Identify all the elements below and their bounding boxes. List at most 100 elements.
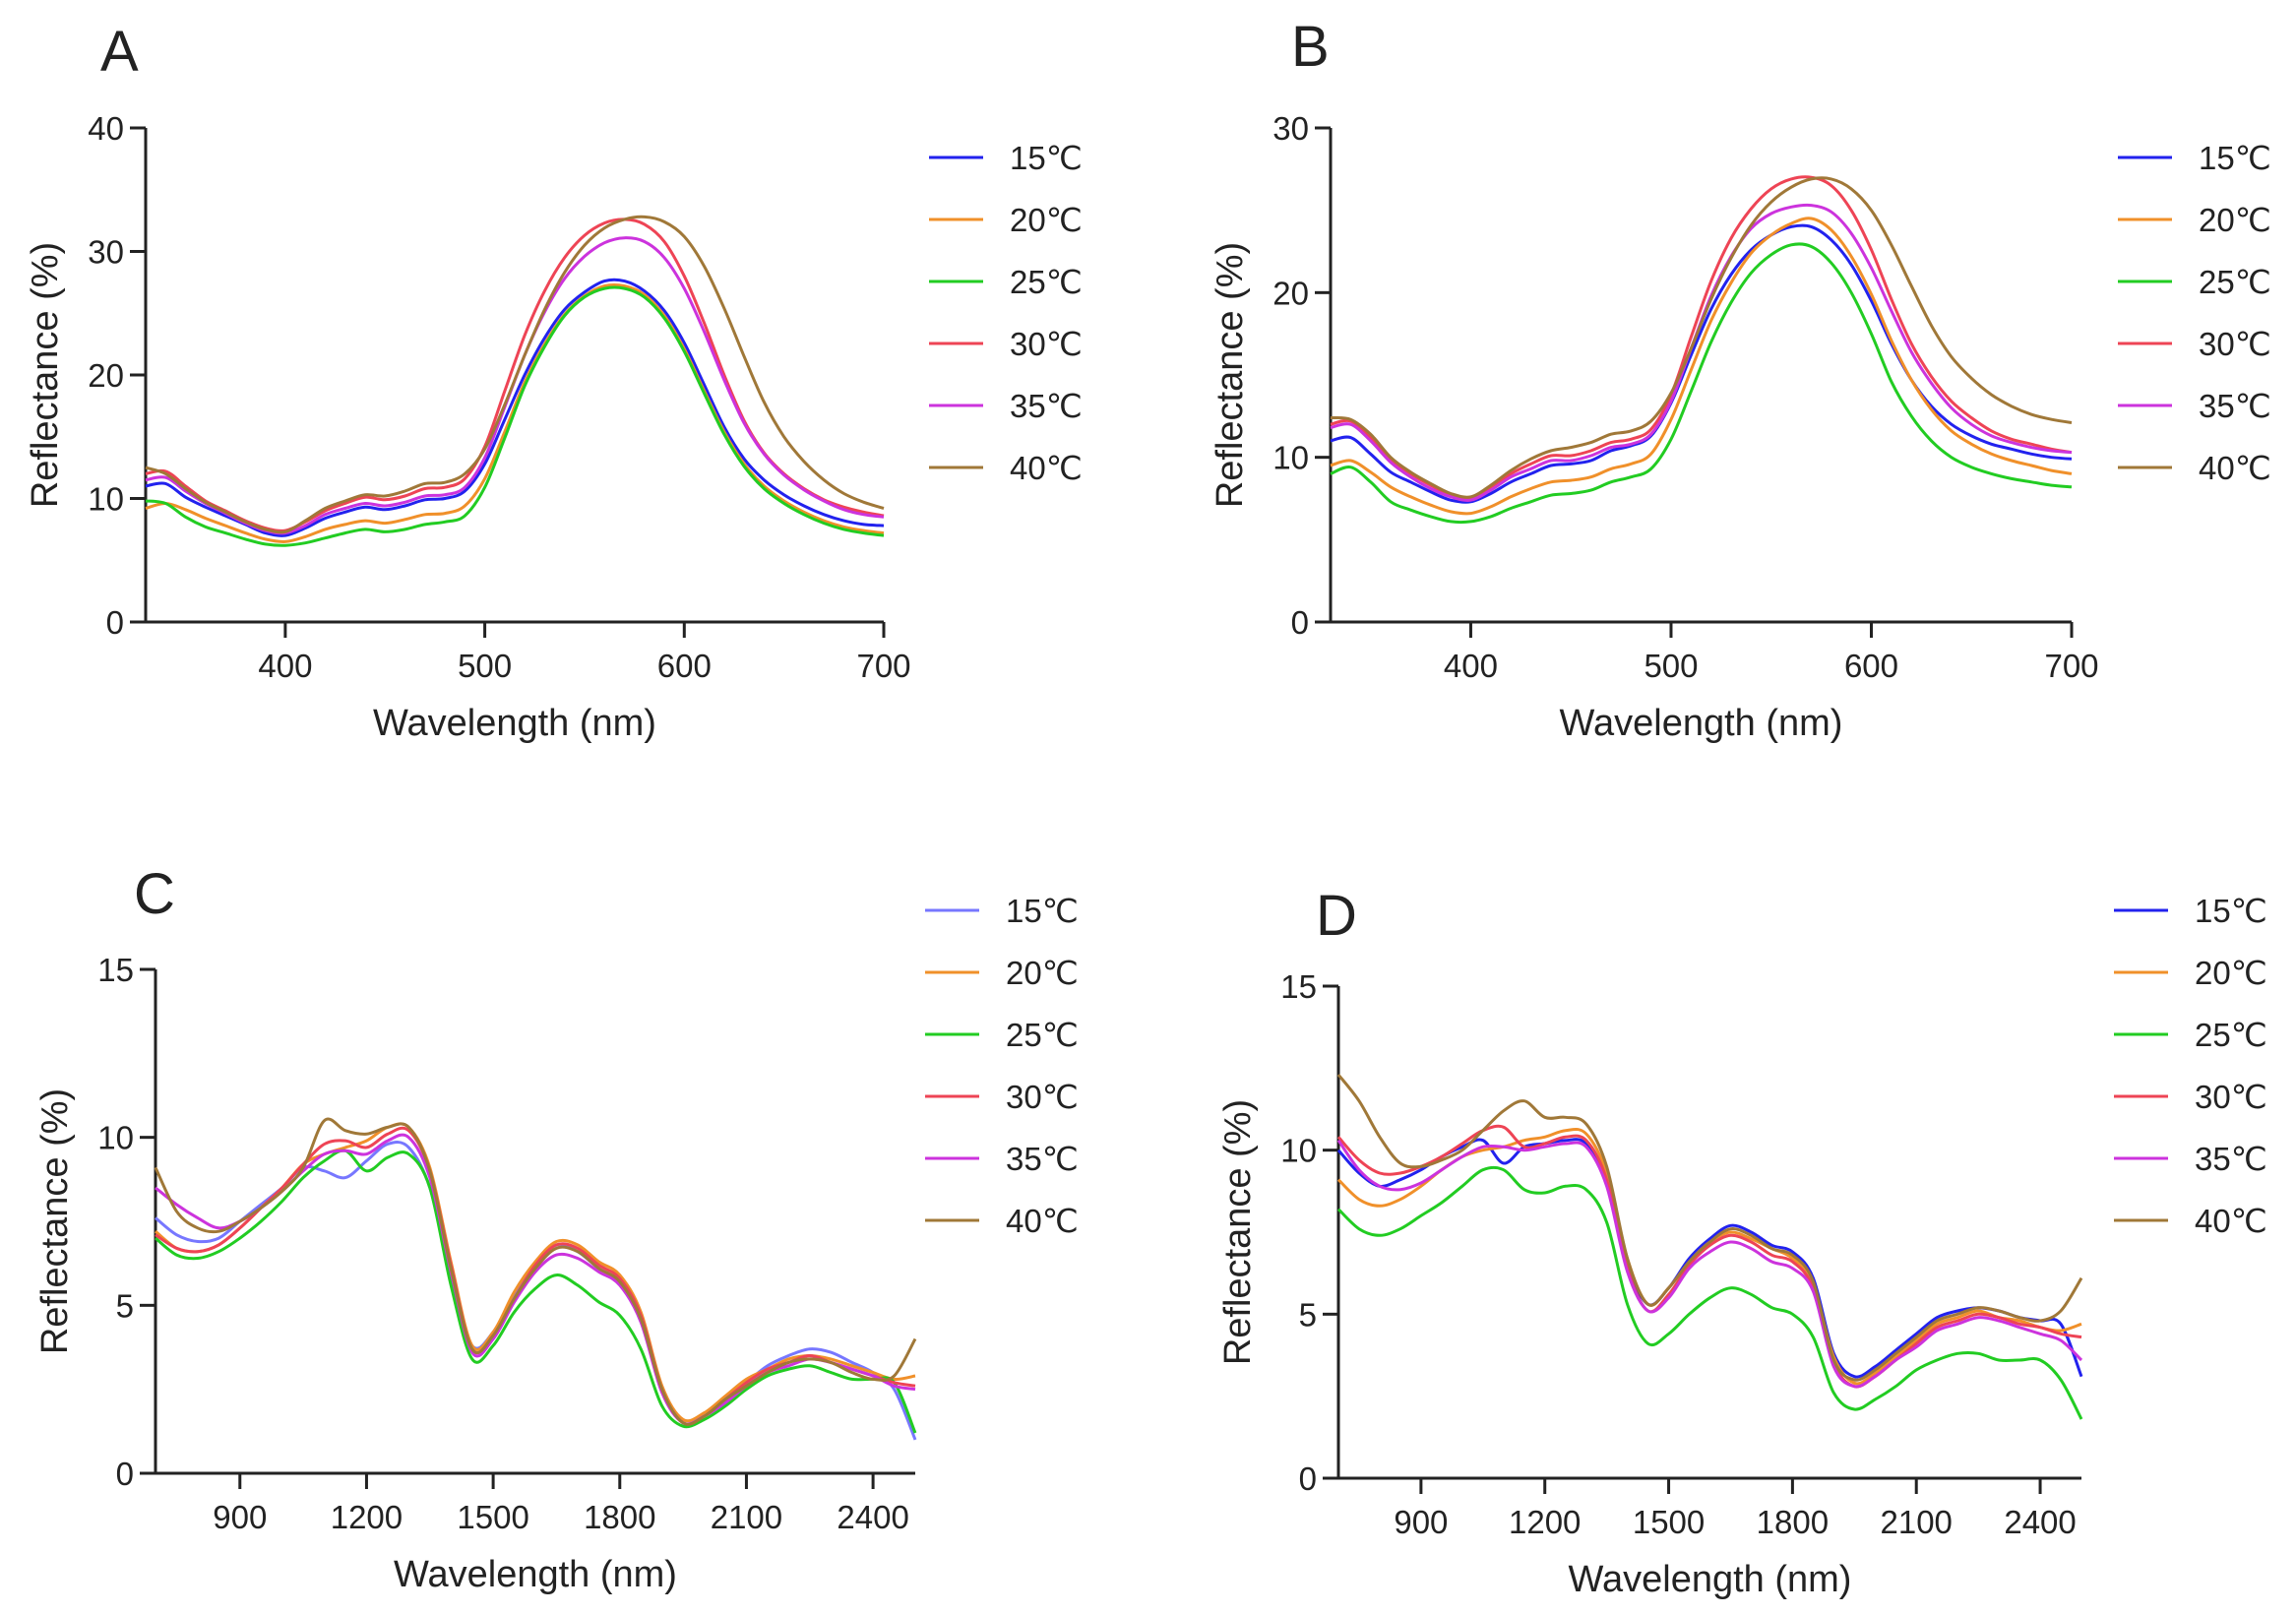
legend-label: 30℃	[1006, 1079, 1079, 1115]
series-line	[1330, 217, 2073, 516]
series-line	[145, 215, 885, 534]
legend-label: 25℃	[2195, 1017, 2267, 1053]
panel-label-c: C	[134, 862, 175, 926]
y-tick-label: 0	[1299, 1460, 1317, 1497]
series-line	[1336, 1138, 2083, 1379]
x-axis-title: Wavelength (nm)	[1569, 1559, 1852, 1600]
chart-panel-a: A 0 10 20 30 40 400 500 600 700 Wavelength (nm) Ref…	[25, 20, 1083, 744]
series-line	[1336, 1139, 2083, 1389]
legend-label: 30℃	[1010, 326, 1083, 362]
legend-label: 30℃	[2195, 1079, 2267, 1115]
x-axis-title: Wavelength (nm)	[394, 1554, 677, 1595]
y-tick-label: 15	[97, 952, 134, 988]
y-tick-label: 40	[88, 110, 124, 147]
legend-label: 20℃	[1006, 955, 1079, 991]
series-line	[145, 282, 885, 543]
x-tick-label: 2100	[1881, 1504, 1953, 1540]
series-line	[1336, 1127, 2082, 1386]
x-tick-label: 900	[213, 1499, 267, 1535]
y-tick-label: 10	[88, 481, 124, 518]
series-line	[1330, 242, 2073, 525]
y-tick-label: 10	[1280, 1133, 1317, 1169]
panel-label-d: D	[1316, 884, 1357, 948]
chart-panel-c: C 0 5 10 15 900 1200 1500 1800 2100 2400 Wavelength…	[34, 862, 1079, 1595]
x-tick-label: 500	[1644, 648, 1698, 684]
y-axis-title: Reflectance (%)	[1210, 242, 1251, 508]
legend-label: 25℃	[2199, 264, 2271, 300]
series-line	[145, 217, 885, 532]
series-line	[155, 1126, 916, 1426]
y-tick-label: 10	[97, 1120, 134, 1156]
legend-label: 40℃	[2199, 450, 2271, 486]
series-line	[1330, 175, 2073, 501]
x-tick-label: 700	[2044, 648, 2098, 684]
y-axis-title: Reflectance (%)	[34, 1088, 76, 1354]
y-tick-label: 20	[88, 357, 124, 394]
series-line	[155, 1141, 917, 1441]
x-tick-label: 1500	[1633, 1504, 1705, 1540]
x-tick-label: 2400	[837, 1499, 908, 1535]
series-line	[1330, 223, 2073, 504]
x-tick-label: 400	[258, 648, 312, 684]
y-tick-label: 5	[116, 1287, 134, 1324]
legend-label: 20℃	[2195, 955, 2267, 991]
series-line	[155, 1133, 916, 1426]
panel-label-b: B	[1291, 15, 1330, 79]
y-tick-label: 0	[116, 1456, 134, 1492]
legend-label: 30℃	[2199, 326, 2271, 362]
legend-label: 15℃	[2199, 140, 2271, 176]
x-tick-label: 700	[856, 648, 910, 684]
series-line	[155, 1149, 917, 1434]
legend-label: 35℃	[1006, 1141, 1079, 1177]
panel-label-a: A	[100, 20, 139, 84]
y-tick-label: 20	[1272, 275, 1309, 311]
x-tick-label: 2400	[2004, 1504, 2076, 1540]
legend-label: 25℃	[1006, 1017, 1079, 1053]
legend-label: 20℃	[2199, 202, 2271, 238]
legend-b: 15℃ 20℃ 25℃ 30℃ 35℃ 40℃	[2118, 140, 2271, 486]
x-tick-label: 600	[657, 648, 712, 684]
legend-c: 15℃ 20℃ 25℃ 30℃ 35℃ 40℃	[925, 893, 1079, 1239]
y-tick-label: 0	[106, 604, 124, 641]
x-tick-label: 1200	[1509, 1504, 1581, 1540]
legend-label: 20℃	[1010, 202, 1083, 238]
chart-panel-b: B 0 10 20 30 400 500 600 700 Wavelength (nm) Refle…	[1210, 15, 2271, 744]
y-tick-label: 5	[1299, 1296, 1317, 1333]
y-tick-label: 15	[1280, 968, 1317, 1005]
legend-a: 15℃ 20℃ 25℃ 30℃ 35℃ 40℃	[929, 140, 1083, 486]
legend-label: 40℃	[1010, 450, 1083, 486]
series-line	[1336, 1165, 2083, 1420]
legend-label: 35℃	[2199, 388, 2271, 424]
chart-panel-d: D 0 5 10 15 900 1200 1500 1800 2100 2400 Wavelength…	[1217, 884, 2267, 1600]
legend-label: 40℃	[2195, 1203, 2267, 1239]
x-tick-label: 500	[458, 648, 512, 684]
x-tick-label: 900	[1394, 1504, 1448, 1540]
x-tick-label: 400	[1444, 648, 1498, 684]
series-line	[1330, 203, 2073, 502]
x-tick-label: 1800	[584, 1499, 655, 1535]
x-tick-label: 1800	[1757, 1504, 1829, 1540]
x-tick-label: 1200	[331, 1499, 403, 1535]
y-tick-label: 10	[1272, 440, 1309, 476]
x-tick-label: 1500	[457, 1499, 528, 1535]
y-tick-label: 30	[1272, 110, 1309, 147]
legend-label: 15℃	[2195, 893, 2267, 929]
legend-label: 35℃	[1010, 388, 1083, 424]
series-line	[1336, 1074, 2083, 1382]
y-axis-title: Reflectance (%)	[25, 242, 66, 508]
series-line	[1336, 1124, 2082, 1389]
x-axis-title: Wavelength (nm)	[373, 703, 656, 744]
y-tick-label: 0	[1291, 604, 1309, 641]
series-line	[145, 285, 885, 547]
series-line	[154, 1117, 917, 1426]
legend-label: 40℃	[1006, 1203, 1079, 1239]
legend-d: 15℃ 20℃ 25℃ 30℃ 35℃ 40℃	[2114, 893, 2267, 1239]
legend-label: 15℃	[1010, 140, 1083, 176]
legend-label: 25℃	[1010, 264, 1083, 300]
x-axis-title: Wavelength (nm)	[1560, 703, 1843, 744]
legend-label: 35℃	[2195, 1141, 2267, 1177]
y-tick-label: 30	[88, 234, 124, 271]
x-tick-label: 2100	[711, 1499, 782, 1535]
series-line	[145, 278, 885, 537]
